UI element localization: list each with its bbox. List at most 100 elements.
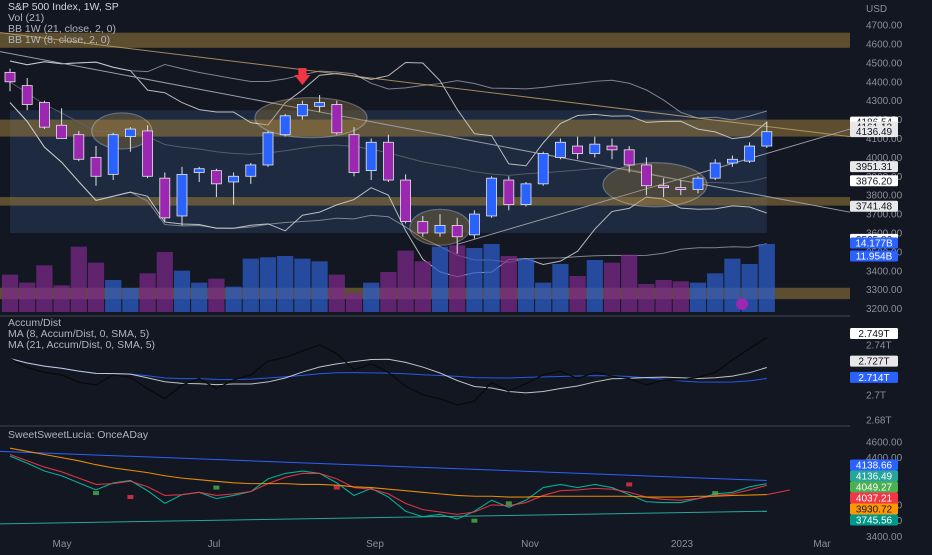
price-tick-label: 4500.00 [866,58,903,69]
candle-body [331,104,343,134]
candle-body [159,177,171,219]
volume-bar [689,282,707,312]
candle-body [348,134,360,173]
volume-bar [225,286,242,312]
candle-body [709,162,721,179]
bb8-lower-line [9,102,767,278]
sw-signal-marker [127,495,134,500]
ma1-legend[interactable]: MA (8, Accum/Dist, 0, SMA, 5) [8,328,150,340]
bb21-upper-line [9,60,767,121]
ad-value-tag-bg [850,328,898,340]
volume-bar [70,246,87,312]
arrow-marker [294,75,311,86]
candle-body [675,187,687,190]
ad-value-tag: 2.714T [858,373,889,384]
price-tick-label: 3300.00 [866,285,903,296]
price-tick-label: 4000.00 [866,153,903,164]
volume-bar [294,258,311,312]
price-tick-label: 3200.00 [866,304,903,315]
ad-legend: Accum/Dist MA (8, Accum/Dist, 0, SMA, 5)… [8,318,155,351]
volume-value-tag-bg [850,237,898,249]
volume-bar [586,260,603,312]
candle-body [365,141,377,172]
volume-bar [1,274,19,312]
sw-value-tag: 4049.27 [856,483,893,494]
price-tick-label: 3700.00 [866,210,903,221]
volume-bar [724,258,741,312]
candle-body [744,145,755,162]
volume-bar [431,246,449,312]
candle-body [21,85,33,105]
price-tick-label: 4600.00 [866,40,903,51]
candle-body [623,149,635,166]
bb1-legend[interactable]: BB 1W (21, close, 2, 0) [8,23,116,35]
volume-bar [105,280,122,312]
candle-body [176,173,188,217]
ad-tick-label: 2.74T [866,340,892,351]
volume-bar [483,244,500,312]
volume-bar [603,262,621,312]
sw-series-line [9,455,767,520]
candle-body [142,130,154,177]
candle-body [761,131,773,147]
volume-bar [87,262,105,312]
price-value-tag-bg [850,200,898,212]
sw-value-tag: 3745.56 [856,516,893,527]
volume-bar [328,274,345,312]
ad-value-tag-bg [850,355,898,367]
time-axis-label: Sep [366,539,384,550]
sw-value-tag-bg [850,514,898,526]
candle-body [90,156,102,177]
bb2-legend[interactable]: BB 1W (8, close, 2, 0) [8,34,111,46]
candle-body [451,225,463,238]
sw-value-tag: 4136.49 [856,472,893,483]
volume-bar [638,284,655,312]
ma2-legend[interactable]: MA (21, Accum/Dist, 0, SMA, 5) [8,339,156,351]
candle-body [503,179,515,206]
volume-bar [311,261,328,312]
sw-tick-label: 4600.00 [866,437,903,448]
candle-body [434,225,446,234]
sw-series-line [9,447,767,498]
price-band [0,119,850,137]
sw-series-line [9,453,767,515]
ad-line [9,336,768,406]
ad-ma8-line [9,358,767,394]
volume-bar [156,252,173,312]
sw-value-tag-bg [850,492,898,504]
sw-value-tag-bg [850,459,898,471]
sw-value-tag-bg [850,503,898,515]
candle-body [279,115,291,136]
candle-body [382,141,394,181]
arrow-marker-stem [298,68,307,77]
volume-bar [466,248,483,312]
time-axis-label: Mar [813,539,831,550]
accum-legend[interactable]: Accum/Dist [8,317,62,329]
volume-bar [414,261,431,312]
volume-bar [569,276,586,312]
sw-projection [766,489,791,496]
sw-signal-marker [626,482,633,487]
price-value-tag-bg [850,175,898,187]
candle-body [262,132,274,166]
candle-body [228,175,240,183]
volume-legend[interactable]: Vol (21) [8,12,45,24]
candle-body [107,134,119,175]
sw-tick-label: 3400.00 [866,532,903,543]
sw-value-tag-bg [850,481,898,493]
sw-signal-marker [505,501,512,506]
volume-bar [672,281,689,312]
candle-body [589,143,601,155]
symbol-title[interactable]: S&P 500 Index, 1W, SP [8,1,119,13]
sw-signal-marker [471,518,478,523]
volume-bar [380,272,397,312]
sweet-legend-title[interactable]: SweetSweetLucia: OnceADay [8,429,149,441]
alert-badge [736,298,748,310]
volume-value-tag-bg [850,250,898,262]
volume-bar [122,288,139,312]
price-tick-label: 4300.00 [866,96,903,107]
volume-value-tag: 14.177B [855,238,893,249]
volume-bar [655,280,672,312]
time-axis-label: Nov [521,539,539,550]
